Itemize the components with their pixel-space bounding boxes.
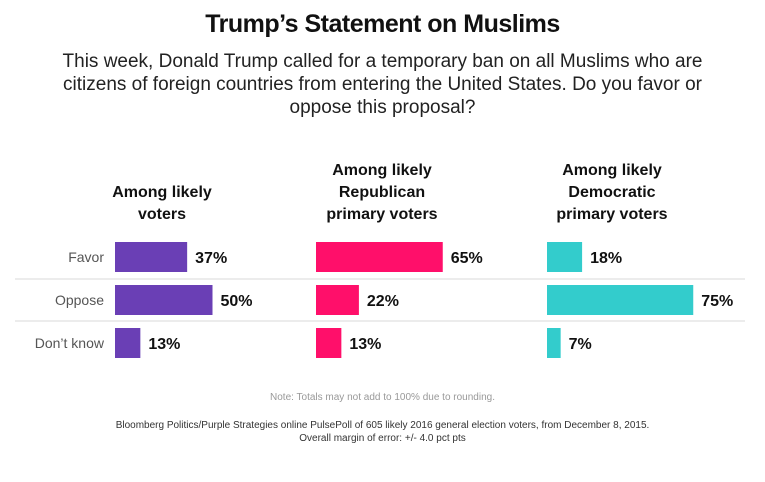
panel-3-value-label-3: 7% [569,336,592,353]
category-label-1: Favor [68,249,104,265]
panel-2-title-line-1: Among likely [332,162,432,179]
panel-1-bar-1 [115,242,188,272]
category-label-2: Oppose [55,292,104,308]
panel-3-bar-3 [547,328,561,358]
panel-1-bar-2 [115,285,213,315]
panel-2-bar-1 [316,242,443,272]
panel-3-bar-2 [547,285,694,315]
panel-2-bar-2 [316,285,359,315]
panel-1-bar-3 [115,328,141,358]
source-note: Bloomberg Politics/Purple Strategies onl… [0,419,765,445]
panel-1-value-label-3: 13% [148,336,180,353]
panel-2-value-label-1: 65% [451,250,483,267]
panel-3-value-label-2: 75% [701,293,733,310]
panel-1-value-label-1: 37% [195,250,227,267]
panel-2-value-label-3: 13% [349,336,381,353]
panel-2-title-line-3: primary voters [326,206,437,223]
panel-2-bar-3 [316,328,342,358]
panel-1-title-line-2: voters [138,206,186,223]
panel-3-bar-1 [547,242,583,272]
panel-3-value-label-1: 18% [590,250,622,267]
panel-2-title-line-2: Republican [339,184,425,201]
category-label-3: Don’t know [35,335,105,351]
source-line-2: Overall margin of error: +/- 4.0 pct pts [299,433,466,444]
rounding-note: Note: Totals may not add to 100% due to … [270,392,495,403]
panel-2-value-label-2: 22% [367,293,399,310]
source-line-1: Bloomberg Politics/Purple Strategies onl… [115,420,650,431]
panel-1-value-label-2: 50% [221,293,253,310]
panel-3-title-line-2: Democratic [568,184,655,201]
chart-subtitle: This week, Donald Trump called for a tem… [62,51,703,118]
panel-3-title-line-1: Among likely [562,162,662,179]
panel-1-title-line-1: Among likely [112,184,212,201]
panel-3-title-line-3: primary voters [556,206,667,223]
chart-title: Trump’s Statement on Muslims [205,10,560,38]
